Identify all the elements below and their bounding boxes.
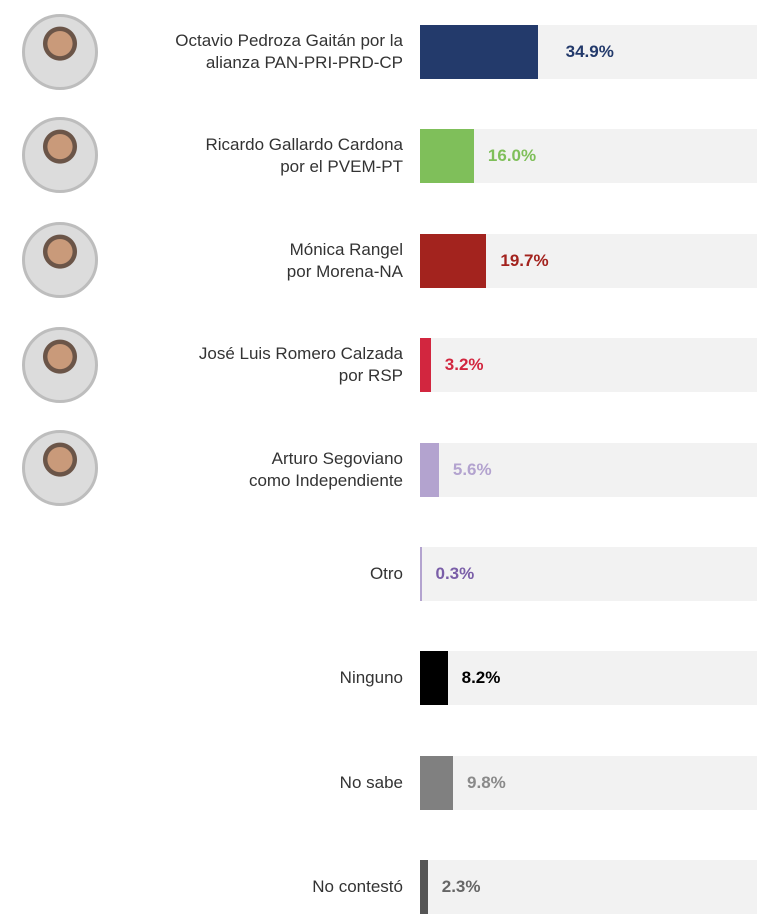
bar-track	[420, 442, 757, 497]
category-label: Ricardo Gallardo Cardona por el PVEM-PT	[205, 135, 404, 177]
bar	[420, 233, 487, 288]
value-label: 34.9%	[565, 42, 614, 61]
bar	[420, 129, 474, 184]
bar-row: No sabe 9.8%	[0, 755, 763, 810]
bar	[420, 547, 422, 601]
value-label: 8.2%	[461, 668, 501, 688]
candidate-photo	[22, 430, 98, 506]
bar	[420, 442, 439, 497]
bar-row: No contestó 2.3%	[0, 860, 763, 914]
category-label: Ninguno	[339, 668, 403, 688]
candidate-photo	[22, 327, 98, 403]
bar	[420, 651, 448, 706]
bar-row: Octavio Pedroza Gaitán por la alianza PA…	[0, 25, 763, 79]
bar-row: Ricardo Gallardo Cardona por el PVEM-PT 1…	[0, 129, 763, 184]
bar-row: José Luis Romero Calzada por RSP 3.2%	[0, 338, 763, 393]
bar-track	[420, 860, 757, 914]
value-label: 19.7%	[500, 250, 549, 270]
candidate-photo	[22, 14, 98, 90]
bar-row: Otro 0.3%	[0, 547, 763, 601]
category-label: No contestó	[312, 877, 403, 897]
value-label: 5.6%	[452, 459, 492, 479]
bar-row: Ninguno 8.2%	[0, 651, 763, 706]
candidate-photo	[22, 222, 98, 298]
candidate-photo	[22, 117, 98, 193]
category-label: José Luis Romero Calzada por RSP	[198, 344, 403, 386]
bar-row: Mónica Rangel por Morena-NA 19.7%	[0, 233, 763, 288]
value-label: 16.0%	[487, 146, 537, 166]
bar	[420, 860, 428, 914]
category-label: Octavio Pedroza Gaitán por la alianza PA…	[175, 31, 403, 72]
bar-track	[420, 547, 757, 601]
value-label: 9.8%	[467, 772, 506, 792]
value-label: 3.2%	[444, 355, 484, 375]
value-label: 0.3%	[435, 564, 475, 583]
category-label: Otro	[369, 564, 403, 583]
bar	[420, 338, 431, 393]
bar-track	[420, 651, 757, 706]
category-label: No sabe	[339, 772, 403, 792]
bar-track	[420, 755, 757, 810]
category-label: Mónica Rangel por Morena-NA	[286, 239, 403, 281]
bar-row: Arturo Segoviano como Independiente 5.6%	[0, 442, 763, 497]
value-label: 2.3%	[441, 877, 481, 897]
bar-track	[420, 338, 757, 393]
bar-track	[420, 129, 757, 184]
category-label: Arturo Segoviano como Independiente	[248, 448, 403, 490]
bar	[420, 25, 538, 79]
bar	[420, 755, 454, 810]
